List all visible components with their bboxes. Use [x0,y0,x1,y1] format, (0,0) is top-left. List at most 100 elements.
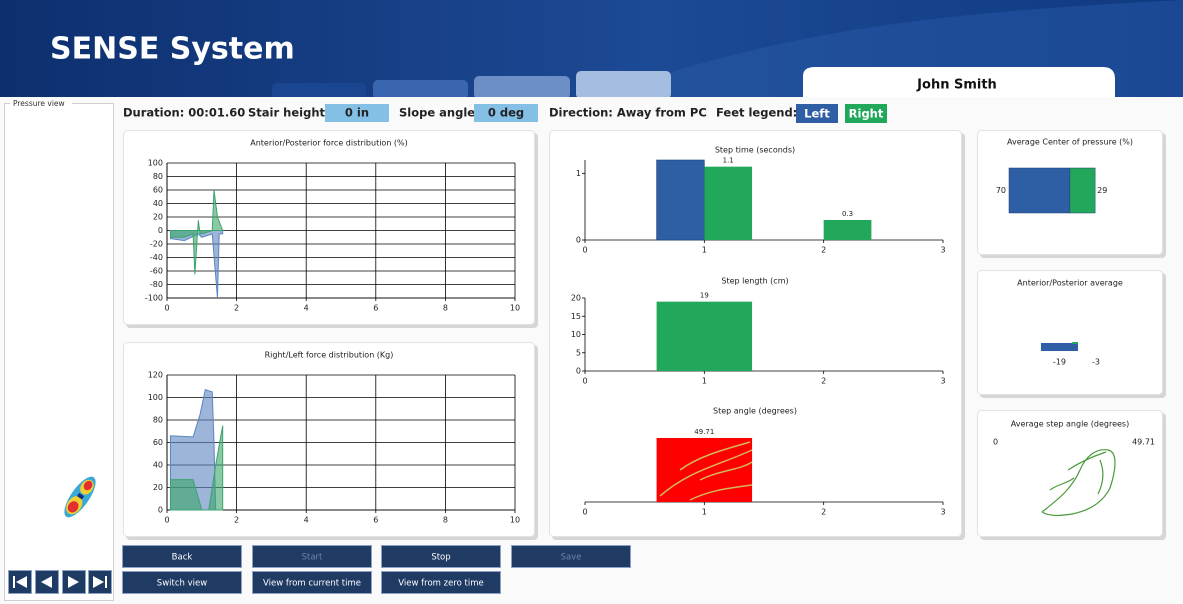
button[interactable]: View from zero time [381,571,501,594]
pressure-heatmap [64,476,96,518]
x-tick-label: 3 [940,377,945,386]
legend-left-box [796,104,838,123]
button-label: Switch view [157,579,207,589]
y-tick-label: 0 [158,226,163,235]
x-tick-label: 6 [373,304,378,313]
button-bar: Back Start Stop Save Switch view View from cu… [122,545,631,594]
button-label: View from zero time [398,579,483,589]
tab[interactable] [576,71,671,99]
y-tick-label: 120 [148,371,163,380]
x-tick-label: 2 [234,304,239,313]
button-face [122,545,242,568]
x-tick-label: 2 [821,377,826,386]
chart-title: Average Center of pressure (%) [1007,138,1133,147]
x-tick-label: 1 [702,377,707,386]
x-tick-label: 8 [443,516,448,525]
x-tick-label: 10 [510,304,520,313]
data-label: -3 [1092,358,1100,367]
x-tick-label: 0 [164,516,169,525]
nav-prev[interactable] [35,570,59,594]
slope-angle-box [474,104,538,122]
y-tick-label: 1 [576,169,581,178]
x-tick-label: 1 [702,508,707,517]
button[interactable]: Switch view [122,571,242,594]
y-tick-label: 0 [576,236,581,245]
x-tick-label: 6 [373,516,378,525]
direction: Direction: Away from PC [549,106,707,120]
data-label: 29 [1097,186,1107,195]
bar [704,166,753,240]
button[interactable]: Start [252,545,372,568]
stair-height-label: Stair height: [248,106,330,120]
x-tick-label: 0 [582,508,587,517]
data-label: 70 [996,186,1006,195]
y-tick-label: 60 [153,186,163,195]
foot-outline [1041,449,1116,516]
button-face [252,571,372,594]
legend-left: Left [804,107,830,121]
chart-title: Anterior/Posterior average [1017,279,1123,288]
bar-segment [1069,167,1096,214]
chart-title: Step length (cm) [721,277,788,286]
y-tick-label: 80 [153,416,163,425]
nav-first[interactable] [8,570,32,594]
foot-sketch [659,441,753,501]
app-title: SENSE System [50,32,295,67]
button-label: View from current time [263,579,361,589]
button[interactable]: Back [122,545,242,568]
button-face [381,571,501,594]
x-tick-label: 3 [940,508,945,517]
data-label: 0.3 [842,210,853,218]
button-face [381,545,501,568]
tab[interactable] [272,83,366,99]
user-name: John Smith [916,78,997,93]
data-label: 19 [700,292,709,300]
bar [1040,343,1078,351]
x-tick-label: 8 [443,304,448,313]
pressure-view-panel [4,103,114,601]
bar-image [659,441,753,501]
x-tick-label: 0 [164,304,169,313]
nav-last[interactable] [88,570,112,594]
x-tick-label: 2 [234,516,239,525]
chart-title: Step angle (degrees) [713,407,797,416]
button-label: Stop [431,553,450,563]
button[interactable]: Stop [381,545,501,568]
button-label: Back [172,553,193,563]
chart-title: Average step angle (degrees) [1011,420,1129,429]
y-tick-label: 40 [153,199,163,208]
y-tick-label: 40 [153,461,163,470]
duration: Duration: 00:01.60 [123,106,245,120]
slope-angle: 0 deg [488,106,524,120]
button[interactable]: View from current time [252,571,372,594]
area-series [169,425,224,511]
y-tick-label: -80 [150,280,163,289]
data-label: 1.1 [723,157,734,165]
button-label: Start [302,553,323,563]
y-tick-label: 100 [148,393,163,402]
y-tick-label: 60 [153,438,163,447]
feet-legend-label: Feet legend: [716,106,797,120]
y-tick-label: 80 [153,172,163,181]
y-tick-label: 10 [571,330,581,339]
y-tick-label: -60 [150,267,163,276]
chart-title: Right/Left force distribution (Kg) [265,351,394,360]
y-tick-label: 0 [158,506,163,515]
y-tick-label: -40 [150,253,163,262]
y-tick-label: 5 [576,348,581,357]
stair-height-box [325,104,389,122]
stair-height: 0 in [345,106,369,120]
nav-next[interactable] [62,570,86,594]
x-tick-label: 10 [510,516,520,525]
bar [1072,342,1078,344]
charts: Anterior/Posterior force distribution (%… [145,138,1155,525]
user-tab [803,67,1115,97]
y-tick-label: 20 [153,483,163,492]
chart-title: Anterior/Posterior force distribution (%… [250,139,408,148]
x-tick-label: 1 [702,246,707,255]
pressure-view-label: Pressure view [13,99,65,108]
button[interactable]: Save [511,545,631,568]
tab[interactable] [373,80,468,99]
tab[interactable] [474,76,570,99]
